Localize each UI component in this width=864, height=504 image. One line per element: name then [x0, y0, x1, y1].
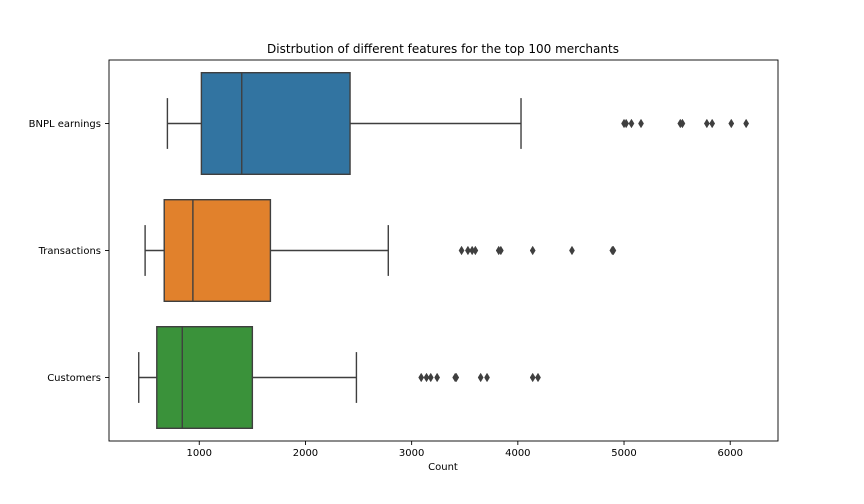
outlier-customers-8 [529, 372, 536, 383]
outlier-bnpl-earnings-1 [623, 118, 630, 129]
outlier-bnpl-earnings-9 [743, 118, 750, 129]
outlier-transactions-3 [472, 245, 479, 256]
outlier-bnpl-earnings-3 [638, 118, 644, 129]
outlier-customers-7 [484, 372, 490, 383]
x-tick-label-4000: 4000 [505, 448, 530, 459]
box-bnpl-earnings [200, 71, 351, 175]
outlier-transactions-9 [610, 245, 617, 256]
outlier-bnpl-earnings-6 [703, 118, 710, 129]
outlier-customers-5 [453, 372, 460, 383]
x-tick-label-2000: 2000 [293, 448, 318, 459]
outlier-customers-6 [477, 372, 484, 383]
outlier-customers-0 [418, 372, 425, 383]
outlier-customers-9 [535, 372, 541, 383]
outlier-transactions-7 [569, 245, 575, 256]
outlier-bnpl-earnings-8 [728, 118, 735, 129]
box-transactions [163, 198, 272, 302]
outlier-bnpl-earnings-2 [628, 118, 635, 129]
x-axis-label: Count [428, 462, 458, 473]
outlier-transactions-0 [458, 245, 465, 256]
x-tick-label-1000: 1000 [187, 448, 212, 459]
outlier-transactions-5 [497, 245, 504, 256]
y-tick-label-bnpl-earnings: BNPL earnings [29, 119, 101, 130]
outlier-transactions-1 [465, 245, 471, 256]
x-tick-label-3000: 3000 [399, 448, 424, 459]
chart-title: Distrbution of different features for th… [267, 42, 619, 56]
box-customers [156, 326, 254, 430]
plot-area: 1000 2000 3000 4000 5000 6000 BNPL earnings Tra… [29, 59, 779, 459]
outlier-customers-1 [423, 372, 430, 383]
outlier-bnpl-earnings-5 [679, 118, 686, 129]
x-tick-label-6000: 6000 [717, 448, 742, 459]
outlier-transactions-6 [529, 245, 536, 256]
x-tick-label-5000: 5000 [611, 448, 636, 459]
outlier-bnpl-earnings-7 [709, 118, 716, 129]
outlier-customers-3 [434, 372, 441, 383]
y-tick-label-customers: Customers [47, 373, 101, 384]
outlier-customers-2 [427, 372, 434, 383]
y-tick-label-transactions: Transactions [38, 246, 101, 257]
